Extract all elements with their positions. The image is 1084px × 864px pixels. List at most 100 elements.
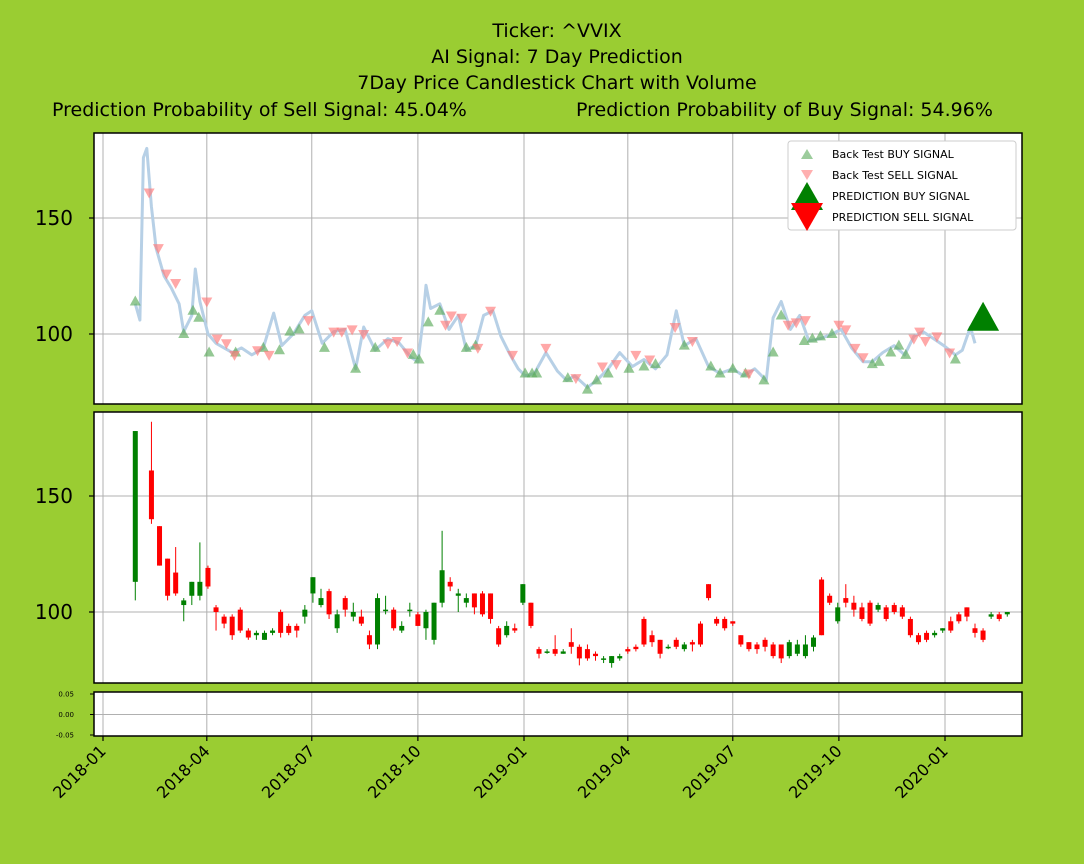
- candle-body: [504, 625, 510, 636]
- candle-body: [593, 653, 599, 657]
- candle-body: [334, 614, 340, 629]
- candle-body: [181, 600, 187, 606]
- backtest-buy-marker: [581, 383, 593, 394]
- backtest-sell-marker: [790, 318, 802, 329]
- candle-body: [730, 621, 736, 624]
- candle-body: [286, 625, 292, 633]
- candle-body: [568, 642, 574, 647]
- x-tick-label: 2019-01: [470, 741, 531, 802]
- backtest-buy-marker: [273, 344, 285, 355]
- backtest-buy-marker: [422, 316, 434, 327]
- legend-backtest-sell-label: Back Test SELL SIGNAL: [832, 169, 959, 182]
- candle-body: [811, 637, 817, 647]
- candle-body: [778, 644, 784, 659]
- candle-body: [609, 656, 615, 664]
- backtest-sell-marker: [220, 339, 232, 350]
- candle-body: [294, 625, 300, 631]
- backtest-buy-marker: [873, 355, 885, 366]
- price-panel-frame: [93, 132, 1023, 405]
- backtest-buy-marker: [293, 323, 305, 334]
- prediction-buy-marker: [967, 301, 1000, 331]
- candle-panel: [94, 412, 1022, 683]
- backtest-buy-marker: [519, 367, 531, 378]
- candle-body: [576, 646, 582, 659]
- backtest-buy-marker: [727, 362, 739, 373]
- backtest-buy-marker: [350, 362, 362, 373]
- legend-backtest-buy-marker: [801, 149, 813, 159]
- y-tick-label: 150: [35, 484, 73, 508]
- candle-body: [205, 567, 211, 587]
- backtest-buy-marker: [767, 346, 779, 357]
- candle-body: [439, 570, 445, 603]
- y-tick-label: 100: [35, 322, 73, 346]
- legend-prediction-buy-label: PREDICTION BUY SIGNAL: [832, 190, 970, 203]
- backtest-sell-marker: [799, 316, 811, 327]
- candle-body: [471, 593, 477, 608]
- backtest-buy-marker: [949, 353, 961, 364]
- candle-body: [245, 630, 251, 638]
- backtest-sell-marker: [382, 339, 394, 350]
- candle-body: [302, 609, 308, 617]
- candle-body: [819, 579, 825, 636]
- legend: Back Test BUY SIGNAL Back Test SELL SIGN…: [787, 140, 1017, 231]
- backtest-buy-marker: [826, 328, 838, 338]
- candle-body: [536, 649, 542, 654]
- candle-body: [544, 651, 550, 653]
- candle-body: [520, 584, 526, 603]
- backtest-buy-marker: [705, 360, 717, 371]
- candle-body: [932, 632, 938, 636]
- backtest-sell-marker: [302, 316, 314, 327]
- backtest-sell-marker: [328, 327, 340, 338]
- backtest-sell-marker: [596, 362, 608, 373]
- candle-body: [584, 649, 590, 659]
- backtest-sell-marker: [472, 343, 484, 354]
- candle-body: [794, 644, 800, 654]
- title-ticker: Ticker: ^VVIX: [491, 20, 621, 42]
- volume-tick-label: -0.05: [56, 732, 74, 740]
- candle-body: [754, 644, 760, 650]
- backtest-buy-marker: [203, 346, 215, 357]
- backtest-sell-marker: [211, 334, 223, 345]
- candle-body: [673, 639, 679, 647]
- backtest-buy-marker: [531, 367, 543, 378]
- candle-body: [899, 607, 905, 617]
- title-sell-probability: Prediction Probability of Sell Signal: 4…: [52, 99, 467, 121]
- candle-body: [455, 593, 461, 596]
- candle-body: [407, 609, 413, 612]
- backtest-buy-marker: [178, 328, 190, 338]
- backtest-sell-marker: [669, 323, 681, 334]
- candle-body: [657, 639, 663, 654]
- candle-body: [786, 642, 792, 657]
- backtest-sell-marker: [170, 278, 182, 289]
- legend-backtest-sell-marker: [801, 170, 813, 180]
- backtest-buy-marker: [434, 304, 446, 315]
- backtest-buy-marker: [649, 358, 661, 369]
- candle-body: [552, 649, 558, 654]
- backtest-buy-marker: [678, 339, 690, 350]
- backtest-buy-marker: [129, 295, 141, 306]
- candle-body: [488, 593, 494, 619]
- candle-body: [318, 598, 324, 606]
- backtest-buy-marker: [758, 374, 770, 385]
- backtest-sell-marker: [570, 374, 582, 385]
- candle-body: [415, 614, 421, 626]
- candle-body: [1004, 612, 1010, 615]
- candle-body: [891, 605, 897, 612]
- backtest-sell-marker: [540, 343, 552, 354]
- candle-body: [270, 630, 276, 633]
- backtest-buy-marker: [623, 362, 635, 373]
- backtest-sell-marker: [391, 336, 403, 347]
- backtest-buy-marker: [407, 348, 419, 359]
- backtest-sell-marker: [160, 269, 172, 280]
- candle-body: [948, 621, 954, 631]
- backtest-buy-marker: [775, 309, 787, 320]
- backtest-sell-marker: [346, 325, 358, 336]
- volume-tick-label: 0.00: [58, 711, 74, 719]
- candle-body: [261, 632, 267, 640]
- backtest-sell-marker: [644, 355, 656, 366]
- x-tick-label: 2018-01: [49, 741, 110, 802]
- candle-body: [375, 598, 381, 645]
- candle-body: [132, 431, 138, 582]
- title-buy-probability: Prediction Probability of Buy Signal: 54…: [576, 99, 993, 121]
